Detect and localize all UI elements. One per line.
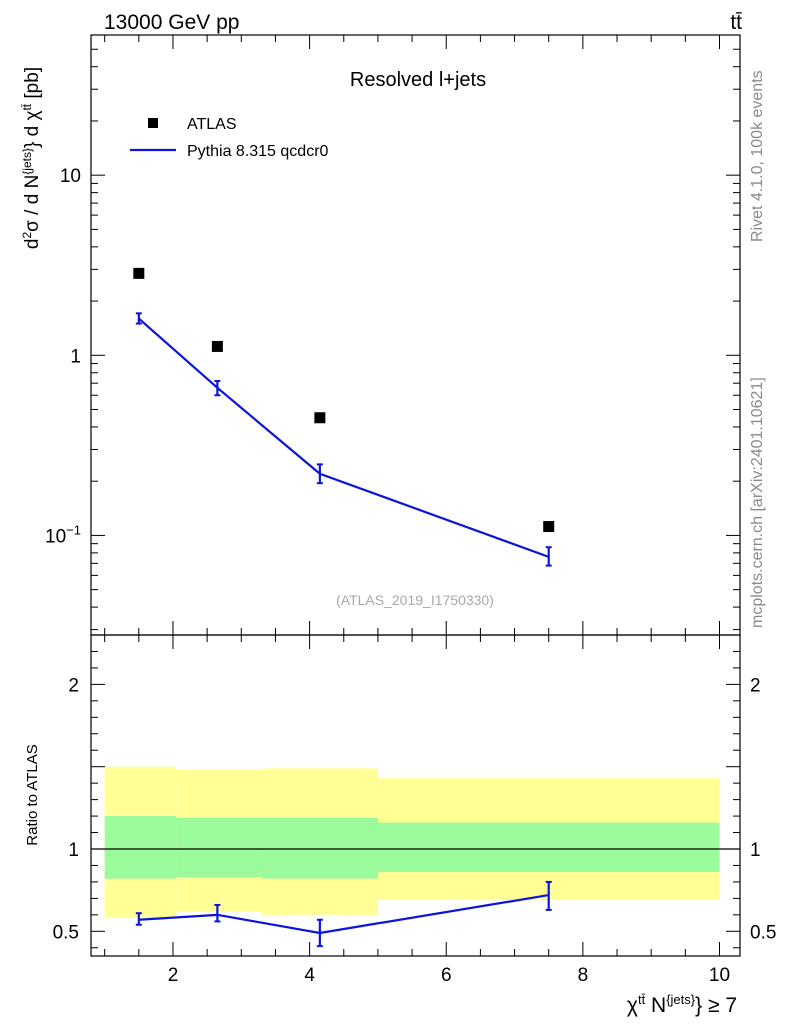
process-label: tt̄ [730,11,742,34]
ratio-inner-band [104,816,177,879]
legend-pythia-label: Pythia 8.315 qcdcr0 [187,143,329,160]
ratio-xlabel: χtt̄ N{jets}} ≥ 7 [627,992,737,1017]
ratio-inner-band [377,822,720,873]
atlas-point [314,412,326,424]
main-panel: Resolved l+jets (ATLAS_2019_I1750330) 10… [20,34,741,636]
ratio-xtick-label: 4 [304,965,315,986]
energy-label: 13000 GeV pp [104,11,239,34]
legend: ATLAS Pythia 8.315 qcdcr0 [130,116,329,160]
ratio-xtick-label: 10 [709,965,730,986]
ratio-ylabel: Ratio to ATLAS [24,744,41,845]
mcplots-label: mcplots.cern.ch [arXiv:2401.10621] [749,377,766,628]
ratio-inner-band [176,817,262,877]
ratio-xtick-label: 8 [578,965,589,986]
ratio-inner-band [261,817,378,879]
main-ytick-label: 10−1 [45,522,81,547]
main-ylabel: d2σ / d N{jets}} d χtt̄ [pb] [20,67,43,249]
ratio-xtick-label: 6 [441,965,452,986]
rivet-label: Rivet 4.1.0, 100k events [749,70,766,242]
main-ytick-label: 10 [60,166,81,187]
pythia-line [138,317,550,558]
ratio-pythia-line [138,894,549,935]
atlas-point [211,340,223,352]
atlas-point [543,521,555,533]
ratio-ytick-label-left: 1 [68,840,79,861]
legend-atlas-label: ATLAS [187,116,237,133]
ratio-ytick-label-left: 2 [68,675,79,696]
main-ytick-label: 1 [70,346,81,367]
ratio-xtick-label: 2 [168,965,179,986]
ratio-ytick-label-right: 0.5 [750,922,776,943]
atlas-point [133,267,145,279]
ratio-frame [90,634,741,957]
ratio-ytick-label-right: 2 [750,675,761,696]
ratio-ytick-label-left: 0.5 [53,922,79,943]
watermark: (ATLAS_2019_I1750330) [336,592,494,608]
main-title: Resolved l+jets [350,69,486,91]
legend-atlas-marker [148,118,158,128]
ratio-ytick-label-right: 1 [750,840,761,861]
ratio-panel: 2 4 6 8 10 0.5 0.5 1 1 2 2 Ratio to ATLAS χtt̄ N{j… [24,634,776,1017]
